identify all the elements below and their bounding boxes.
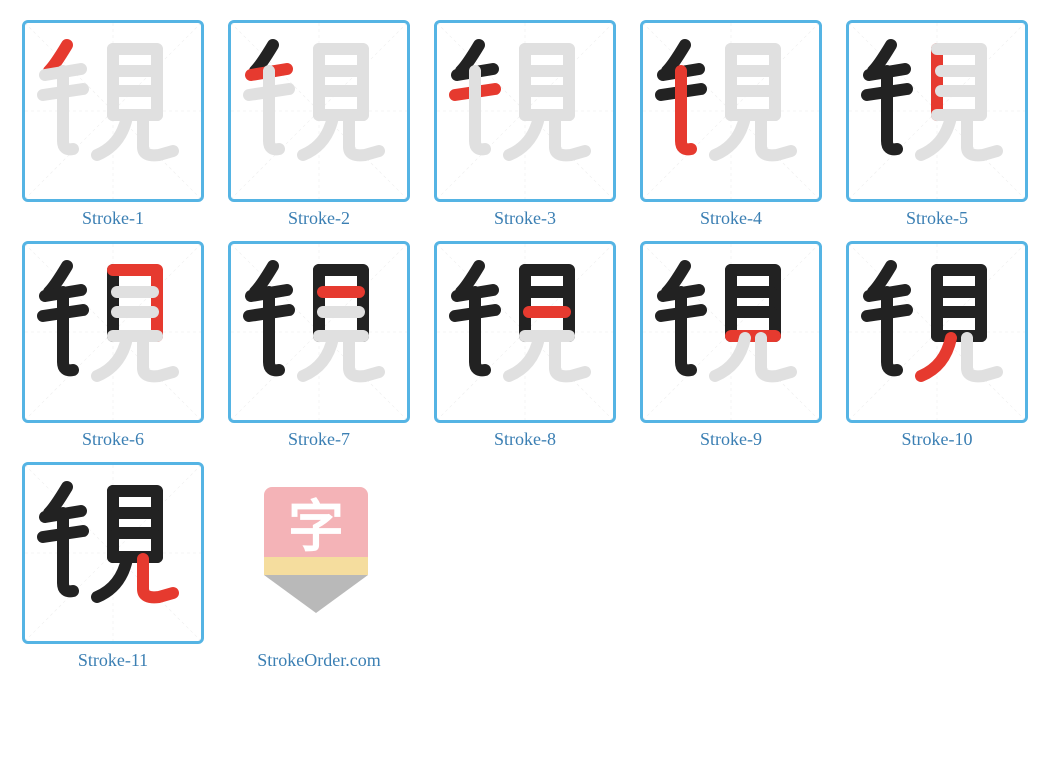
stroke-caption: Stroke-3 [494,208,556,229]
stroke-caption: Stroke-2 [288,208,350,229]
stroke-box [228,20,410,202]
glyph-svg [25,465,201,641]
stroke-cell: Stroke-8 [422,241,628,450]
glyph-svg [643,23,819,199]
stroke-box [434,20,616,202]
stroke-cell: Stroke-6 [10,241,216,450]
glyph-svg [25,23,201,199]
stroke-caption: Stroke-4 [700,208,762,229]
stroke-box [640,241,822,423]
logo-cell: 字 StrokeOrder.com [216,462,422,671]
stroke-box [846,241,1028,423]
logo: 字 [228,462,404,638]
stroke-cell: Stroke-5 [834,20,1040,229]
stroke-box [22,241,204,423]
logo-caption: StrokeOrder.com [257,650,380,671]
stroke-cell: Stroke-10 [834,241,1040,450]
logo-box: 字 [228,462,410,644]
stroke-caption: Stroke-8 [494,429,556,450]
glyph-svg [437,23,613,199]
stroke-caption: Stroke-10 [902,429,973,450]
logo-tip [264,575,368,613]
stroke-cell: Stroke-3 [422,20,628,229]
glyph-svg [25,244,201,420]
glyph-svg [849,244,1025,420]
glyph-svg [231,23,407,199]
stroke-box [228,241,410,423]
stroke-box [434,241,616,423]
stroke-grid: Stroke-1 Stroke-2 Stroke-3 Stroke-4 Stro… [10,20,1040,683]
glyph-svg [643,244,819,420]
glyph-svg [437,244,613,420]
stroke-box [22,462,204,644]
stroke-cell: Stroke-1 [10,20,216,229]
stroke-box [640,20,822,202]
logo-top: 字 [264,487,368,557]
stroke-cell: Stroke-9 [628,241,834,450]
stroke-caption: Stroke-6 [82,429,144,450]
logo-mid [264,557,368,575]
logo-char: 字 [288,482,344,563]
stroke-box [22,20,204,202]
glyph-svg [849,23,1025,199]
stroke-caption: Stroke-5 [906,208,968,229]
stroke-cell: Stroke-7 [216,241,422,450]
stroke-caption: Stroke-7 [288,429,350,450]
stroke-cell: Stroke-2 [216,20,422,229]
glyph-svg [231,244,407,420]
stroke-box [846,20,1028,202]
stroke-cell: Stroke-11 [10,462,216,671]
stroke-caption: Stroke-11 [78,650,148,671]
stroke-cell: Stroke-4 [628,20,834,229]
stroke-caption: Stroke-1 [82,208,144,229]
stroke-caption: Stroke-9 [700,429,762,450]
